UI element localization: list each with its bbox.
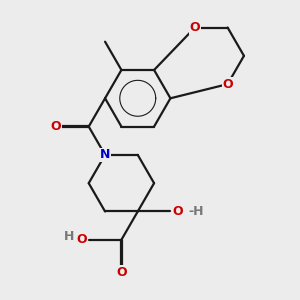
Text: O: O xyxy=(190,21,200,34)
Text: O: O xyxy=(51,120,62,133)
Text: O: O xyxy=(222,78,233,91)
Text: O: O xyxy=(76,233,87,246)
Text: N: N xyxy=(100,148,110,161)
Text: -H: -H xyxy=(188,205,204,218)
Text: H: H xyxy=(64,230,74,243)
Text: O: O xyxy=(172,205,183,218)
Text: O: O xyxy=(116,266,127,279)
